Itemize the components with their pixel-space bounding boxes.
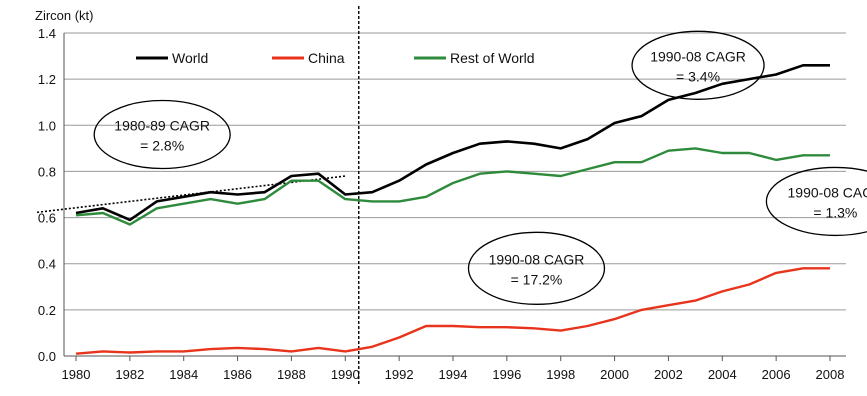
y-tick-label: 0.4 <box>38 257 56 272</box>
annotation-text: 1990-08 CAGR <box>650 48 746 64</box>
x-tick-label: 2006 <box>762 367 791 382</box>
y-tick-label: 0.6 <box>38 211 56 226</box>
annotation-text: = 2.8% <box>140 138 184 154</box>
annotation-ellipse <box>93 99 231 170</box>
x-tick-label: 1988 <box>277 367 306 382</box>
series-line-world <box>75 64 830 222</box>
annotation-text: = 1.3% <box>813 204 857 220</box>
annotation-ellipse <box>765 166 867 237</box>
x-tick-label: 2008 <box>816 367 845 382</box>
x-tick-label: 1984 <box>169 367 198 382</box>
x-tick-label: 1982 <box>115 367 144 382</box>
cagr-annotation: 1990-08 CAGR = 1.3% <box>765 166 867 237</box>
x-tick-label: 1980 <box>62 367 91 382</box>
y-tick-label: 1.4 <box>38 26 56 41</box>
legend: World China Rest of World <box>136 50 535 66</box>
legend-label-china: China <box>308 50 345 66</box>
legend-label-world: World <box>172 50 208 66</box>
y-tick-label: 0.8 <box>38 164 56 179</box>
annotation-ellipse <box>467 231 606 305</box>
annotation-text: 1990-08 CAGR <box>788 184 867 200</box>
series-line-china <box>75 267 830 355</box>
series-layer <box>75 64 830 355</box>
cagr-annotation: 1990-08 CAGR = 17.2% <box>467 231 606 305</box>
cagr-annotation: 1980-89 CAGR = 2.8% <box>93 99 231 170</box>
x-tick-label: 1992 <box>385 367 414 382</box>
x-tick-label: 1996 <box>492 367 521 382</box>
cagr-annotation: 1990-08 CAGR = 3.4% <box>631 30 765 100</box>
x-tick-label: 2000 <box>600 367 629 382</box>
x-axis-ticks: 1980 1982 1984 1986 1988 1990 1992 1994 1996 1998… <box>62 356 845 382</box>
x-tick-label: 2004 <box>708 367 737 382</box>
x-tick-label: 2002 <box>654 367 683 382</box>
annotation-ellipse <box>631 30 765 100</box>
legend-label-rest-of-world: Rest of World <box>450 50 535 66</box>
y-tick-label: 1.2 <box>38 72 56 87</box>
y-tick-label: 0.2 <box>38 303 56 318</box>
annotation-text: = 17.2% <box>511 271 563 287</box>
y-axis-ticks: 0.0 0.2 0.4 0.6 0.8 1.0 1.2 1.4 <box>38 26 56 364</box>
annotation-text: 1980-89 CAGR <box>114 118 210 134</box>
y-tick-label: 1.0 <box>38 118 56 133</box>
y-axis-label: Zircon (kt) <box>35 8 94 23</box>
series-line-rest-of-world <box>75 147 830 226</box>
grid-lines <box>63 32 846 357</box>
annotation-text: 1990-08 CAGR <box>489 251 585 267</box>
y-tick-label: 0.0 <box>38 349 56 364</box>
x-tick-label: 1986 <box>223 367 252 382</box>
x-tick-label: 1994 <box>439 367 468 382</box>
x-tick-label: 1990 <box>331 367 360 382</box>
x-tick-label: 1998 <box>546 367 575 382</box>
annotation-text: = 3.4% <box>676 68 720 84</box>
annotations: 1980-89 CAGR= 2.8%1990-08 CAGR= 3.4%1990… <box>93 30 867 305</box>
